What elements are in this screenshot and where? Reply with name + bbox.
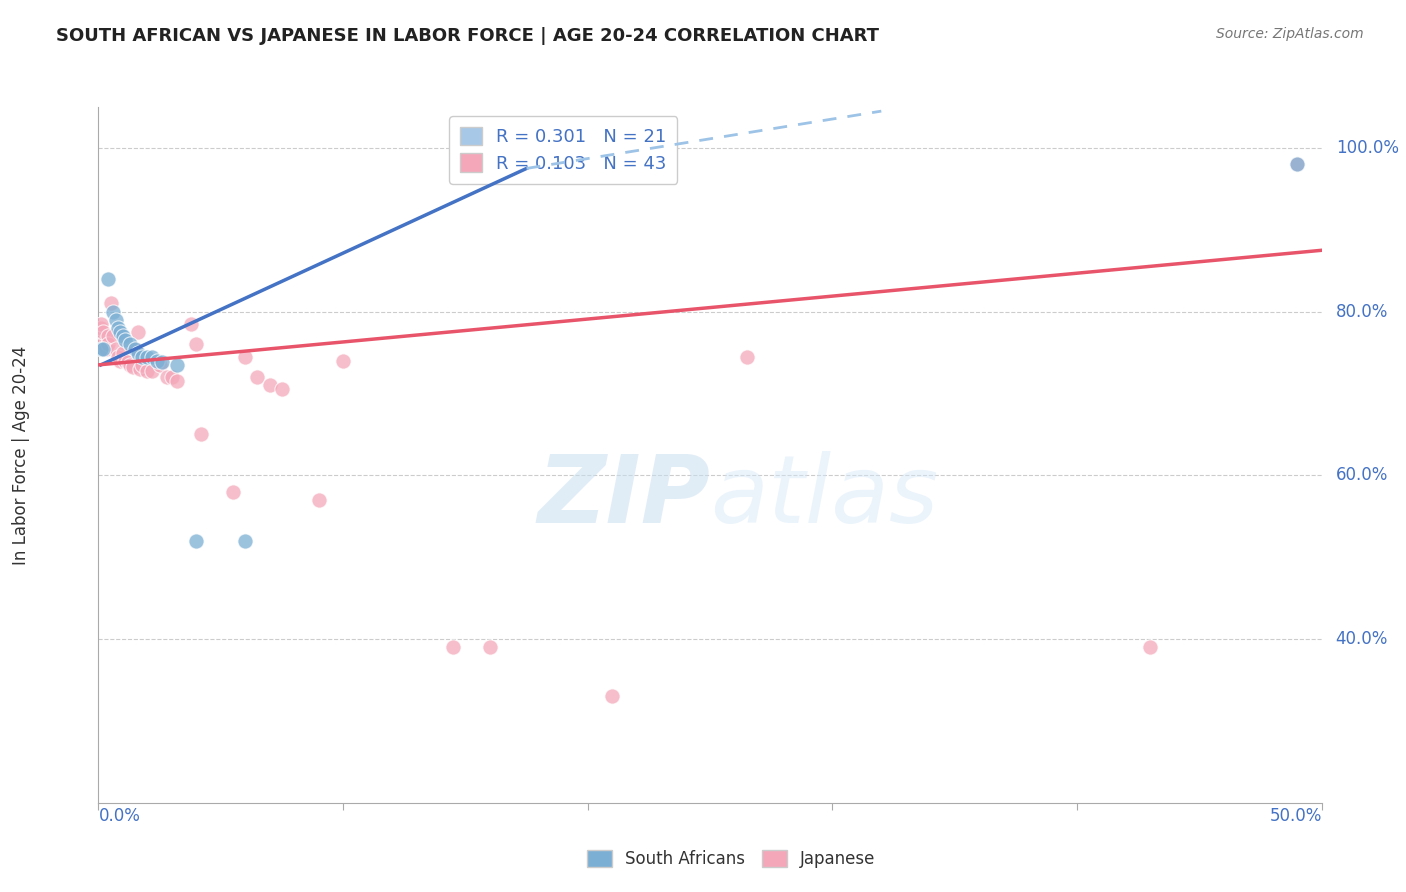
Point [259,378,281,392]
Point [97,329,120,343]
Point [91,342,114,356]
Point [129,362,152,376]
Point [104,313,127,327]
Point [104,342,127,356]
Point [94,342,117,356]
Legend: R = 0.301   N = 21, R = 0.103   N = 43: R = 0.301 N = 21, R = 0.103 N = 43 [449,116,678,184]
Point [117,355,139,369]
Point [270,383,294,397]
Point [124,342,146,356]
Point [190,427,212,442]
Point [110,325,132,339]
Point [121,360,143,375]
Point [124,342,146,356]
Point [222,484,245,499]
Point [141,363,163,377]
Point [100,296,122,310]
Point [91,325,114,339]
Point [110,353,132,368]
Point [1139,640,1161,655]
Text: Source: ZipAtlas.com: Source: ZipAtlas.com [1216,27,1364,41]
Point [101,304,124,318]
Point [91,337,114,351]
Point [1286,157,1309,171]
Point [246,370,269,384]
Point [120,337,142,351]
Point [127,325,149,339]
Point [141,350,163,364]
Point [149,358,172,372]
Point [127,345,149,359]
Text: 50.0%: 50.0% [1270,807,1322,825]
Point [332,353,354,368]
Point [735,350,758,364]
Point [180,317,202,331]
Text: SOUTH AFRICAN VS JAPANESE IN LABOR FORCE | AGE 20-24 CORRELATION CHART: SOUTH AFRICAN VS JAPANESE IN LABOR FORCE… [56,27,879,45]
Point [166,358,188,372]
Point [600,690,623,704]
Point [160,370,183,384]
Text: 60.0%: 60.0% [1336,467,1388,484]
Point [1286,157,1309,171]
Point [186,337,208,351]
Point [107,350,129,364]
Point [156,370,179,384]
Point [131,350,153,364]
Point [308,492,330,507]
Point [114,353,136,368]
Point [136,350,159,364]
Text: 80.0%: 80.0% [1336,302,1388,321]
Point [97,337,120,351]
Point [146,353,169,368]
Point [186,533,208,548]
Point [131,358,153,372]
Point [101,329,124,343]
Point [90,342,112,356]
Point [114,334,136,348]
Point [97,272,120,286]
Point [90,317,112,331]
Point [111,345,134,359]
Point [478,640,501,655]
Point [441,640,464,655]
Text: 0.0%: 0.0% [98,807,141,825]
Text: 100.0%: 100.0% [1336,139,1399,157]
Legend: South Africans, Japanese: South Africans, Japanese [581,843,882,875]
Point [166,374,188,388]
Point [233,350,256,364]
Text: atlas: atlas [710,451,938,542]
Text: 40.0%: 40.0% [1336,630,1388,648]
Point [90,321,112,335]
Point [107,321,129,335]
Point [233,533,256,548]
Point [120,358,142,372]
Point [111,329,134,343]
Point [150,355,173,369]
Text: ZIP: ZIP [537,450,710,542]
Text: In Labor Force | Age 20-24: In Labor Force | Age 20-24 [13,345,30,565]
Point [136,363,159,377]
